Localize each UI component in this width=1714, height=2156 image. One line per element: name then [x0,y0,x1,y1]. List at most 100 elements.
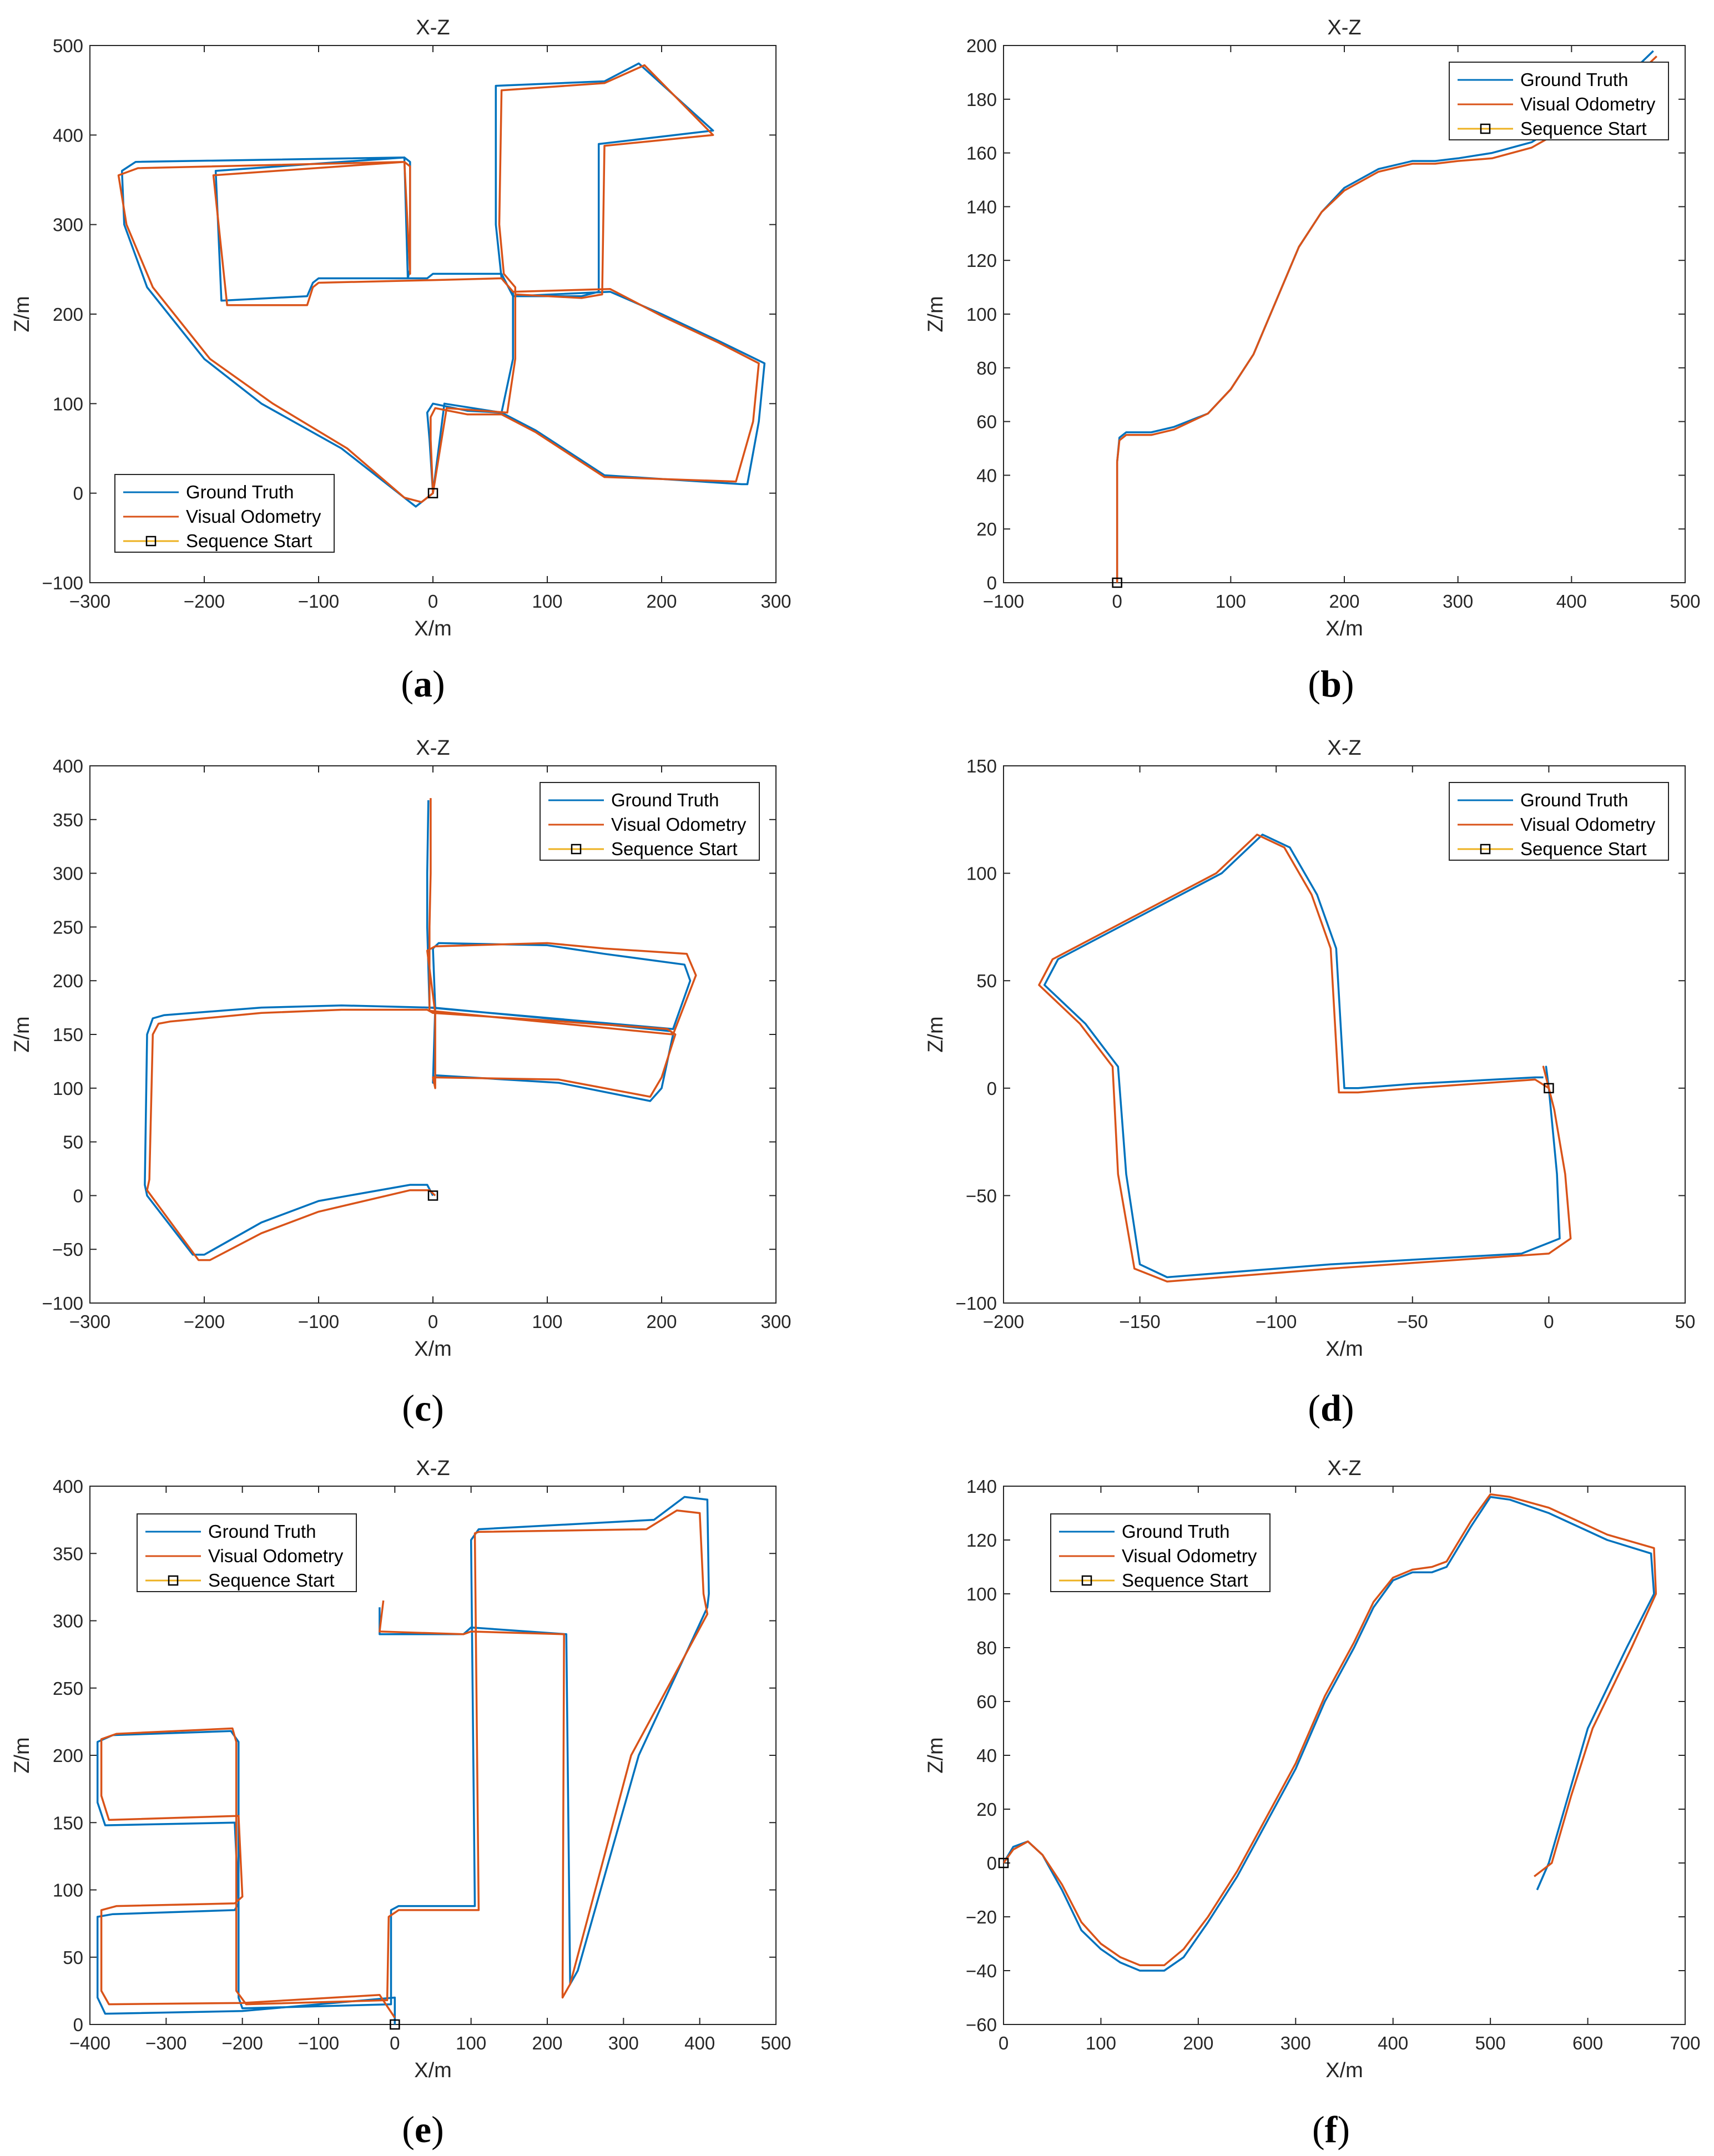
chart-panel-c: −300 −200 −100 0 100 200 300 −100 −50 0 50 100 150 20… [11,736,792,1429]
x-tick-label: 100 [532,591,562,612]
y-tick-label: 0 [987,1853,997,1874]
y-tick-label: 0 [987,573,997,593]
sequence-start-marker [998,1857,1009,1869]
y-tick-label: 250 [53,1678,83,1699]
x-tick-label: 200 [1329,591,1359,612]
legend-ground-truth-label: Ground Truth [1520,69,1628,90]
y-tick-label: −60 [966,2014,997,2035]
y-tick-label: 100 [966,864,997,884]
y-tick-label: 20 [976,1799,997,1820]
legend-start-marker [1480,123,1491,134]
caption-letter: f [1325,2108,1338,2150]
x-tick-label: 400 [684,2033,715,2053]
y-tick-label: 40 [976,1745,997,1766]
legend-ground-truth-label: Ground Truth [208,1521,316,1542]
y-tick-label: 180 [966,89,997,110]
legend-sequence-start-label: Sequence Start [186,531,312,551]
legend: Ground Truth Visual Odometry Sequence Star… [540,782,760,861]
x-tick-label: 300 [760,591,791,612]
chart-title: X-Z [416,736,450,760]
x-tick-label: −100 [1256,1311,1297,1332]
legend-ground-truth-label: Ground Truth [1122,1521,1229,1542]
legend-start-marker [168,1575,179,1586]
x-axis-label: X/m [414,1337,452,1361]
y-tick-label: 350 [53,1543,83,1564]
x-tick-label: 100 [1216,591,1246,612]
y-tick-label: 300 [53,215,83,235]
x-axis-label: X/m [1325,1337,1363,1361]
visual-odometry-line [1038,834,1572,1283]
x-tick-label: 400 [1556,591,1587,612]
y-axis-label: Z/m [11,296,34,332]
y-tick-label: 60 [976,1692,997,1712]
caption-letter: b [1320,663,1342,705]
y-tick-label: 400 [53,125,83,145]
y-tick-label: 20 [976,519,997,539]
caption-close: ) [1337,2108,1350,2150]
y-tick-label: 0 [73,483,83,504]
visual-odometry-line [1004,1493,1657,1967]
x-tick-label: −300 [69,1311,110,1332]
chart-title: X-Z [416,16,450,39]
legend-start-marker [571,844,582,855]
x-tick-label: −400 [69,2033,110,2053]
x-tick-label: −150 [1119,1311,1160,1332]
y-tick-label: −50 [966,1185,997,1206]
legend-sequence-start-label: Sequence Start [1520,839,1647,859]
y-tick-label: 140 [966,196,997,217]
legend: Ground Truth Visual Odometry Sequence Star… [1050,1513,1271,1592]
y-tick-label: −20 [966,1907,997,1927]
x-tick-label: −200 [184,1311,225,1332]
legend: Ground Truth Visual Odometry Sequence Star… [114,474,335,553]
x-tick-label: −200 [221,2033,263,2053]
chart-title: X-Z [1327,736,1361,760]
x-tick-label: 100 [532,1311,562,1332]
y-tick-label: 160 [966,143,997,164]
x-tick-label: 0 [428,1311,438,1332]
ground-truth-line [1004,1496,1655,1972]
y-tick-label: 100 [966,304,997,325]
caption-open: ( [1312,2108,1325,2150]
legend-visual-odometry-label: Visual Odometry [208,1546,344,1566]
y-tick-label: 0 [73,2014,83,2035]
y-tick-label: 300 [53,864,83,884]
chart-panel-b: −100 0 100 200 300 400 50002040608010012014016… [924,16,1701,705]
y-axis-label: Z/m [924,1016,947,1052]
x-tick-label: 0 [390,2033,400,2053]
sequence-start-marker [427,1190,438,1201]
legend-sequence-start-label: Sequence Start [611,839,738,859]
caption-close: ) [1342,1387,1354,1429]
legend-visual-odometry-label: Visual Odometry [186,506,321,527]
legend-box [540,782,760,861]
x-tick-label: 0 [999,2033,1009,2053]
y-tick-label: 80 [976,1638,997,1658]
legend-visual-odometry-label: Visual Odometry [611,814,747,835]
y-tick-label: 300 [53,1611,83,1632]
panel-caption: (a) [401,663,445,705]
x-axis-label: X/m [414,2059,452,2082]
legend-visual-odometry-label: Visual Odometry [1520,814,1656,835]
legend-box [1449,62,1669,140]
y-tick-label: 100 [53,1880,83,1901]
x-tick-label: 500 [1670,591,1700,612]
caption-open: ( [1308,663,1320,705]
legend-sequence-start-label: Sequence Start [208,1570,335,1591]
y-tick-label: 120 [966,250,997,271]
x-tick-label: −100 [298,1311,339,1332]
y-tick-label: 100 [53,393,83,414]
chart-panel-d: −200 −150 −100 −50 0 50 −100 −50 0 50 100 150 X-Z X/m… [924,736,1695,1429]
legend-box [1050,1513,1271,1592]
y-axis-label: Z/m [924,1737,947,1773]
legend-sequence-start-label: Sequence Start [1122,1570,1248,1591]
x-tick-label: −100 [983,591,1024,612]
y-tick-label: 200 [53,304,83,325]
x-tick-label: −300 [69,591,110,612]
legend-box [137,1513,357,1592]
caption-letter: e [415,2108,431,2150]
legend-start-marker [1081,1575,1092,1586]
x-tick-label: 300 [760,1311,791,1332]
y-tick-label: −100 [42,573,83,593]
y-tick-label: 80 [976,358,997,378]
caption-close: ) [432,663,445,705]
x-tick-label: 200 [532,2033,562,2053]
